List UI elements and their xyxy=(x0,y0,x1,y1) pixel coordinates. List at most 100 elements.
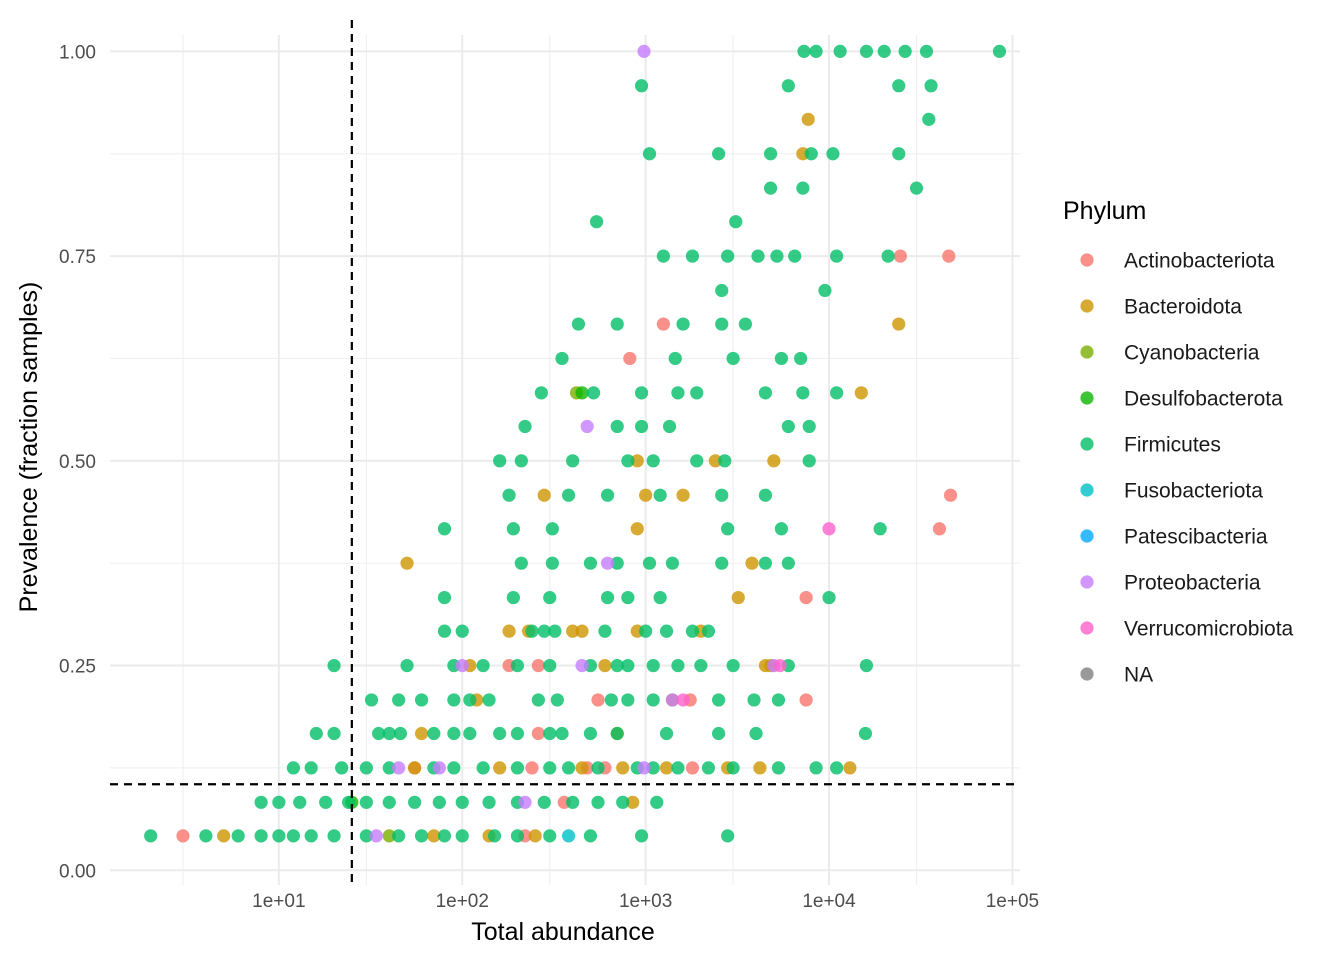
point-firmicutes xyxy=(319,795,333,809)
grid xyxy=(110,35,1020,885)
point-firmicutes xyxy=(335,761,349,775)
point-firmicutes xyxy=(634,419,649,434)
legend-label-fusobacteriota: Fusobacteriota xyxy=(1124,480,1263,503)
point-firmicutes xyxy=(591,761,605,775)
point-firmicutes xyxy=(712,726,726,741)
point-firmicutes xyxy=(548,624,562,638)
point-firmicutes xyxy=(589,215,604,229)
legend-key-na xyxy=(1080,667,1094,681)
point-firmicutes xyxy=(427,726,441,741)
point-firmicutes xyxy=(676,317,690,331)
point-firmicutes xyxy=(721,829,735,843)
point-firmicutes xyxy=(712,147,726,161)
point-firmicutes xyxy=(144,829,158,843)
point-proteobacteria xyxy=(637,761,651,775)
point-firmicutes xyxy=(690,386,704,400)
x-axis-ticks: 1e+01 1e+02 1e+03 1e+04 1e+05 xyxy=(252,891,1039,912)
point-firmicutes xyxy=(749,726,763,741)
point-actinobacteriota xyxy=(799,590,813,605)
point-firmicutes xyxy=(650,795,664,809)
point-firmicutes xyxy=(621,454,635,468)
point-firmicutes xyxy=(830,386,844,400)
y-tick-label: 1.00 xyxy=(59,42,96,63)
legend-key-actinobacteriota xyxy=(1080,253,1094,267)
point-firmicutes xyxy=(774,351,789,366)
point-firmicutes xyxy=(715,556,729,570)
legend-label-desulfobacterota: Desulfobacterota xyxy=(1124,388,1283,411)
point-firmicutes xyxy=(502,488,516,502)
point-firmicutes xyxy=(802,454,816,468)
point-actinobacteriota xyxy=(176,829,190,843)
point-firmicutes xyxy=(671,761,685,775)
point-firmicutes xyxy=(671,658,685,673)
point-firmicutes xyxy=(514,556,528,570)
point-firmicutes xyxy=(881,249,895,263)
point-firmicutes xyxy=(393,726,408,741)
point-firmicutes xyxy=(671,386,685,400)
point-firmicutes xyxy=(561,761,576,775)
point-firmicutes xyxy=(718,454,732,468)
point-firmicutes xyxy=(254,795,268,809)
point-firmicutes xyxy=(621,590,635,605)
point-firmicutes xyxy=(359,761,373,775)
point-bacteroidota xyxy=(854,386,868,400)
point-firmicutes xyxy=(826,147,840,161)
point-firmicutes xyxy=(600,590,615,605)
point-firmicutes xyxy=(726,761,740,775)
point-bacteroidota xyxy=(575,624,589,638)
point-firmicutes xyxy=(604,693,618,707)
point-actinobacteriota xyxy=(943,488,958,502)
legend-key-bacteroidota xyxy=(1080,299,1094,313)
point-firmicutes xyxy=(781,556,795,570)
point-bacteroidota xyxy=(493,761,507,775)
point-firmicutes xyxy=(545,522,559,536)
point-firmicutes xyxy=(659,726,674,741)
point-firmicutes xyxy=(543,726,557,741)
point-bacteroidota xyxy=(892,317,906,331)
point-actinobacteriota xyxy=(942,249,956,263)
point-bacteroidota xyxy=(528,829,542,843)
y-tick-label: 0.00 xyxy=(59,861,96,882)
point-firmicutes xyxy=(715,488,729,502)
point-firmicutes xyxy=(715,317,729,331)
point-actinobacteriota xyxy=(893,249,907,263)
point-desulfobacterota xyxy=(575,386,589,400)
point-firmicutes xyxy=(781,419,795,434)
point-firmicutes xyxy=(771,693,786,707)
legend-title: Phylum xyxy=(1063,197,1146,225)
point-bacteroidota xyxy=(630,454,644,468)
point-firmicutes xyxy=(447,693,461,707)
point-firmicutes xyxy=(646,658,660,673)
point-firmicutes xyxy=(859,44,874,58)
legend-key-firmicutes xyxy=(1080,437,1094,451)
point-bacteroidota xyxy=(659,761,674,775)
point-firmicutes xyxy=(510,726,525,741)
point-firmicutes xyxy=(701,761,716,775)
point-firmicutes xyxy=(653,590,667,605)
legend-label-cyanobacteria: Cyanobacteria xyxy=(1124,342,1260,365)
y-tick-label: 0.50 xyxy=(59,452,96,473)
point-firmicutes xyxy=(432,795,446,809)
point-firmicutes xyxy=(701,624,716,638)
legend-label-actinobacteriota: Actinobacteriota xyxy=(1124,250,1275,273)
point-firmicutes xyxy=(482,693,496,707)
point-firmicutes xyxy=(304,829,318,843)
point-bacteroidota xyxy=(400,556,414,570)
point-bacteroidota xyxy=(502,624,516,638)
point-firmicutes xyxy=(455,624,469,638)
point-firmicutes xyxy=(919,44,934,58)
point-firmicutes xyxy=(414,829,429,843)
legend-key-cyanobacteria xyxy=(1080,345,1094,359)
point-firmicutes xyxy=(437,522,452,536)
y-tick-label: 0.75 xyxy=(59,247,96,268)
point-firmicutes xyxy=(304,761,318,775)
point-firmicutes xyxy=(437,590,452,605)
point-firmicutes xyxy=(506,590,520,605)
point-firmicutes xyxy=(898,44,912,58)
point-firmicutes xyxy=(662,419,677,434)
point-proteobacteria xyxy=(432,761,446,775)
point-firmicutes xyxy=(726,351,740,366)
point-firmicutes xyxy=(621,658,635,673)
point-firmicutes xyxy=(818,283,832,298)
point-firmicutes xyxy=(751,249,765,263)
